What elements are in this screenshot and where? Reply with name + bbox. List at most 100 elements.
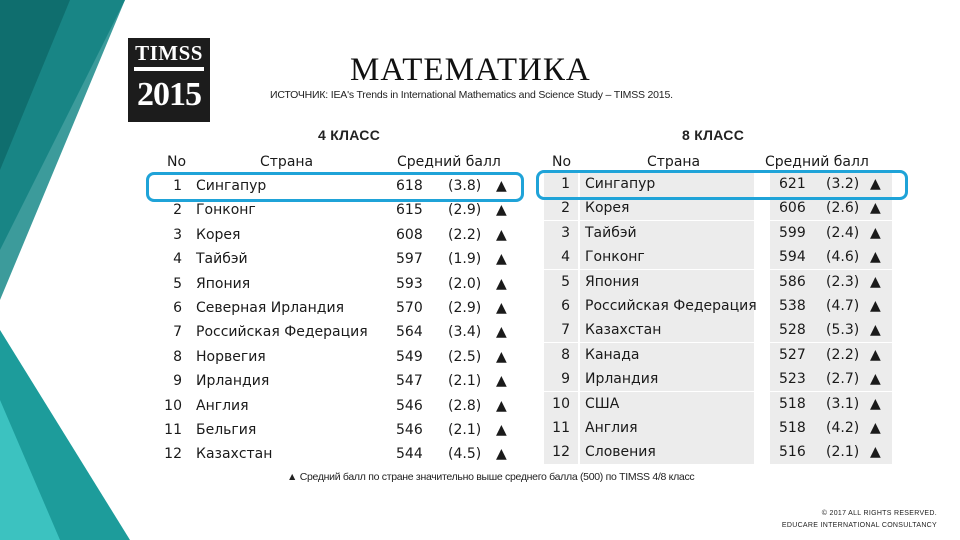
cell-score: 527	[779, 346, 806, 363]
copyright-line2: EDUCARE INTERNATIONAL CONSULTANCY	[781, 522, 937, 529]
cell-country: Бельгия	[196, 422, 257, 438]
cell-mark: ▲	[496, 251, 507, 268]
cell-score: 547	[396, 373, 423, 390]
cell-no: 2	[561, 200, 570, 217]
cell-no: 9	[561, 371, 570, 388]
cell-mark: ▲	[870, 200, 881, 217]
header-country: Страна	[647, 154, 701, 170]
cell-no: 8	[561, 346, 570, 363]
cell-mark: ▲	[496, 226, 507, 243]
cell-mark: ▲	[496, 178, 507, 194]
header-score: Средний балл	[397, 154, 501, 170]
cell-se: (2.3)	[826, 273, 860, 290]
cell-score: 546	[396, 422, 423, 438]
cell-country: Тайбэй	[196, 251, 248, 268]
header-no: No	[552, 154, 572, 170]
cell-country: Российская Федерация	[585, 298, 757, 314]
cell-no: 3	[561, 224, 570, 241]
cell-no: 2	[173, 202, 182, 219]
cell-se: (2.9)	[448, 300, 482, 316]
copyright: © 2017 ALL RIGHTS RESERVED. EDUCARE INTE…	[782, 508, 937, 532]
cell-mark: ▲	[870, 420, 881, 436]
cell-score: 518	[779, 420, 806, 436]
cell-se: (2.4)	[826, 224, 860, 241]
cell-score: 593	[396, 275, 423, 292]
cell-no: 10	[164, 397, 182, 414]
cell-se: (4.5)	[448, 446, 482, 463]
cell-country: Корея	[585, 200, 630, 217]
cell-no: 10	[552, 395, 570, 412]
cell-se: (3.8)	[448, 178, 482, 194]
cell-no: 12	[552, 444, 570, 461]
cell-country: Сингапур	[585, 176, 656, 192]
cell-mark: ▲	[870, 444, 881, 461]
cell-mark: ▲	[496, 348, 507, 365]
legend-note: ▲ Средний балл по стране значительно выш…	[287, 471, 695, 483]
cell-no: 11	[552, 420, 570, 436]
cell-country: Норвегия	[196, 348, 266, 365]
cell-se: (2.9)	[448, 202, 482, 219]
cell-country: Гонконг	[585, 249, 645, 266]
cell-se: (2.7)	[826, 371, 860, 388]
cell-no: 3	[173, 226, 182, 243]
cell-no: 5	[561, 273, 570, 290]
cell-mark: ▲	[496, 324, 507, 341]
cell-se: (3.1)	[826, 395, 860, 412]
cell-mark: ▲	[870, 273, 881, 290]
copyright-line1: © 2017 ALL RIGHTS RESERVED.	[821, 510, 937, 517]
cell-no: 5	[173, 275, 182, 292]
cell-mark: ▲	[870, 346, 881, 363]
cell-score: 618	[396, 178, 423, 194]
source-note: ИСТОЧНИК: IEA's Trends in International …	[270, 89, 673, 101]
cell-country: Япония	[196, 275, 251, 292]
header-no: No	[167, 154, 187, 170]
grade8-title: 8 КЛАСС	[682, 127, 745, 143]
cell-score: 538	[779, 298, 806, 314]
cell-country: Казахстан	[196, 446, 273, 463]
cell-country: Корея	[196, 226, 241, 243]
cell-country: США	[585, 395, 620, 412]
cell-score: 615	[396, 202, 423, 219]
cell-se: (3.4)	[448, 324, 482, 341]
cell-no: 8	[173, 348, 182, 365]
cell-no: 4	[561, 249, 570, 266]
highlight-grade4-row1	[146, 172, 524, 202]
cell-country: Англия	[585, 420, 638, 436]
cell-no: 11	[164, 422, 182, 438]
cell-score: 523	[779, 371, 806, 388]
cell-score: 570	[396, 300, 423, 316]
cell-score: 599	[779, 224, 806, 241]
cell-se: (2.2)	[448, 226, 482, 243]
cell-mark: ▲	[496, 300, 507, 316]
cell-mark: ▲	[870, 322, 881, 339]
cell-se: (2.5)	[448, 348, 482, 365]
cell-country: Тайбэй	[585, 224, 637, 241]
cell-country: Словения	[585, 444, 656, 461]
cell-score: 516	[779, 444, 806, 461]
cell-se: (1.9)	[448, 251, 482, 268]
cell-mark: ▲	[496, 275, 507, 292]
cell-score: 546	[396, 397, 423, 414]
cell-mark: ▲	[870, 298, 881, 314]
cell-score: 564	[396, 324, 423, 341]
cell-no: 1	[173, 178, 182, 194]
cell-score: 586	[779, 273, 806, 290]
decorative-teal-shapes	[0, 0, 130, 540]
cell-score: 597	[396, 251, 423, 268]
cell-se: (2.0)	[448, 275, 482, 292]
cell-no: 6	[173, 300, 182, 316]
header-country: Страна	[260, 154, 314, 170]
cell-mark: ▲	[870, 371, 881, 388]
cell-score: 594	[779, 249, 806, 266]
cell-country: Российская Федерация	[196, 324, 368, 341]
cell-mark: ▲	[870, 224, 881, 241]
cell-no: 7	[173, 324, 182, 341]
cell-mark: ▲	[496, 422, 507, 438]
cell-score: 621	[779, 176, 806, 192]
cell-no: 6	[561, 298, 570, 314]
cell-country: Ирландия	[585, 371, 659, 388]
cell-country: Сингапур	[196, 178, 267, 194]
cell-mark: ▲	[870, 249, 881, 266]
cell-se: (2.1)	[448, 422, 482, 438]
cell-mark: ▲	[496, 202, 507, 219]
